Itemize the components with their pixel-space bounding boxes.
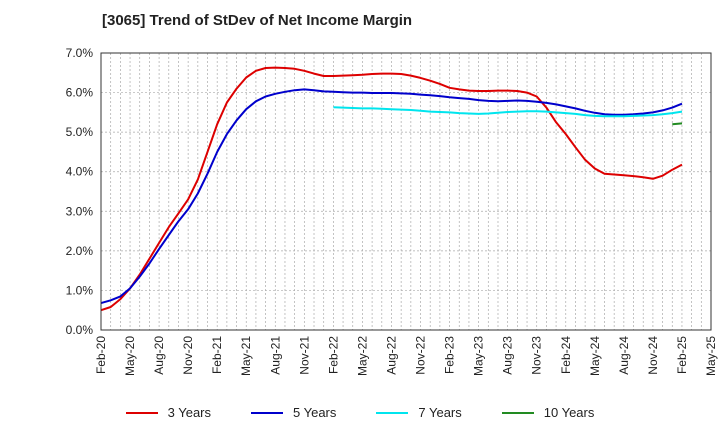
x-tick-label: Nov-24: [646, 336, 660, 375]
x-tick-label: Feb-24: [559, 336, 573, 374]
chart-title: [3065] Trend of StDev of Net Income Marg…: [102, 12, 413, 29]
y-tick-label: 1.0%: [66, 283, 94, 297]
x-tick-label: Feb-20: [94, 336, 108, 374]
legend-swatch: [251, 411, 283, 414]
y-tick-label: 3.0%: [66, 204, 94, 218]
y-tick-label: 7.0%: [66, 46, 94, 60]
y-tick-label: 0.0%: [66, 323, 94, 337]
legend-label: 10 Years: [543, 405, 595, 420]
y-tick-label: 4.0%: [66, 165, 94, 179]
x-tick-label: Aug-23: [501, 336, 515, 375]
series-line-3-years: [100, 66, 683, 312]
x-tick-label: Feb-21: [210, 336, 224, 374]
x-tick-label: Feb-22: [326, 336, 340, 374]
x-tick-label: Aug-24: [617, 336, 631, 375]
grid-lines: [101, 53, 711, 330]
series-line-7-years: [333, 106, 683, 118]
legend-item: 10 Years: [501, 405, 595, 420]
x-tick-label: Feb-25: [675, 336, 689, 374]
series-lines: [100, 66, 683, 312]
x-tick-label: May-25: [704, 336, 718, 376]
legend-label: 3 Years: [167, 405, 211, 420]
plot-frame: [100, 52, 712, 331]
x-tick-label: Nov-21: [297, 336, 311, 375]
y-tick-label: 5.0%: [66, 125, 94, 139]
legend-item: 7 Years: [376, 405, 462, 420]
legend-label: 5 Years: [293, 405, 337, 420]
x-tick-label: Aug-22: [384, 336, 398, 375]
y-axis-ticks: 0.0% 1.0% 2.0% 3.0% 4.0% 5.0% 6.0% 7.0%: [66, 46, 94, 337]
x-tick-label: May-21: [239, 336, 253, 376]
x-tick-label: May-24: [588, 336, 602, 376]
x-tick-label: May-20: [123, 336, 137, 376]
x-tick-label: Aug-21: [268, 336, 282, 375]
x-tick-label: Nov-23: [530, 336, 544, 375]
legend-swatch: [125, 411, 158, 414]
x-tick-label: Feb-23: [443, 336, 457, 374]
legend-swatch: [376, 411, 409, 414]
x-tick-label: Nov-20: [181, 336, 195, 375]
y-tick-label: 6.0%: [66, 86, 94, 100]
legend: 3 Years 5 Years 7 Years 10 Years: [0, 405, 720, 420]
y-tick-label: 2.0%: [66, 244, 94, 258]
x-tick-label: Aug-20: [152, 336, 166, 375]
x-axis-ticks: Feb-20 May-20 Aug-20 Nov-20 Feb-21 May-21 Aug-…: [94, 336, 718, 376]
series-line-10-years: [672, 122, 683, 126]
legend-item: 3 Years: [125, 405, 211, 420]
legend-item: 5 Years: [251, 405, 336, 420]
x-tick-label: May-22: [355, 336, 369, 376]
x-tick-label: May-23: [472, 336, 486, 376]
series-line-5-years: [100, 88, 683, 305]
x-tick-label: Nov-22: [414, 336, 428, 375]
legend-label: 7 Years: [418, 405, 462, 420]
legend-swatch: [501, 411, 534, 414]
